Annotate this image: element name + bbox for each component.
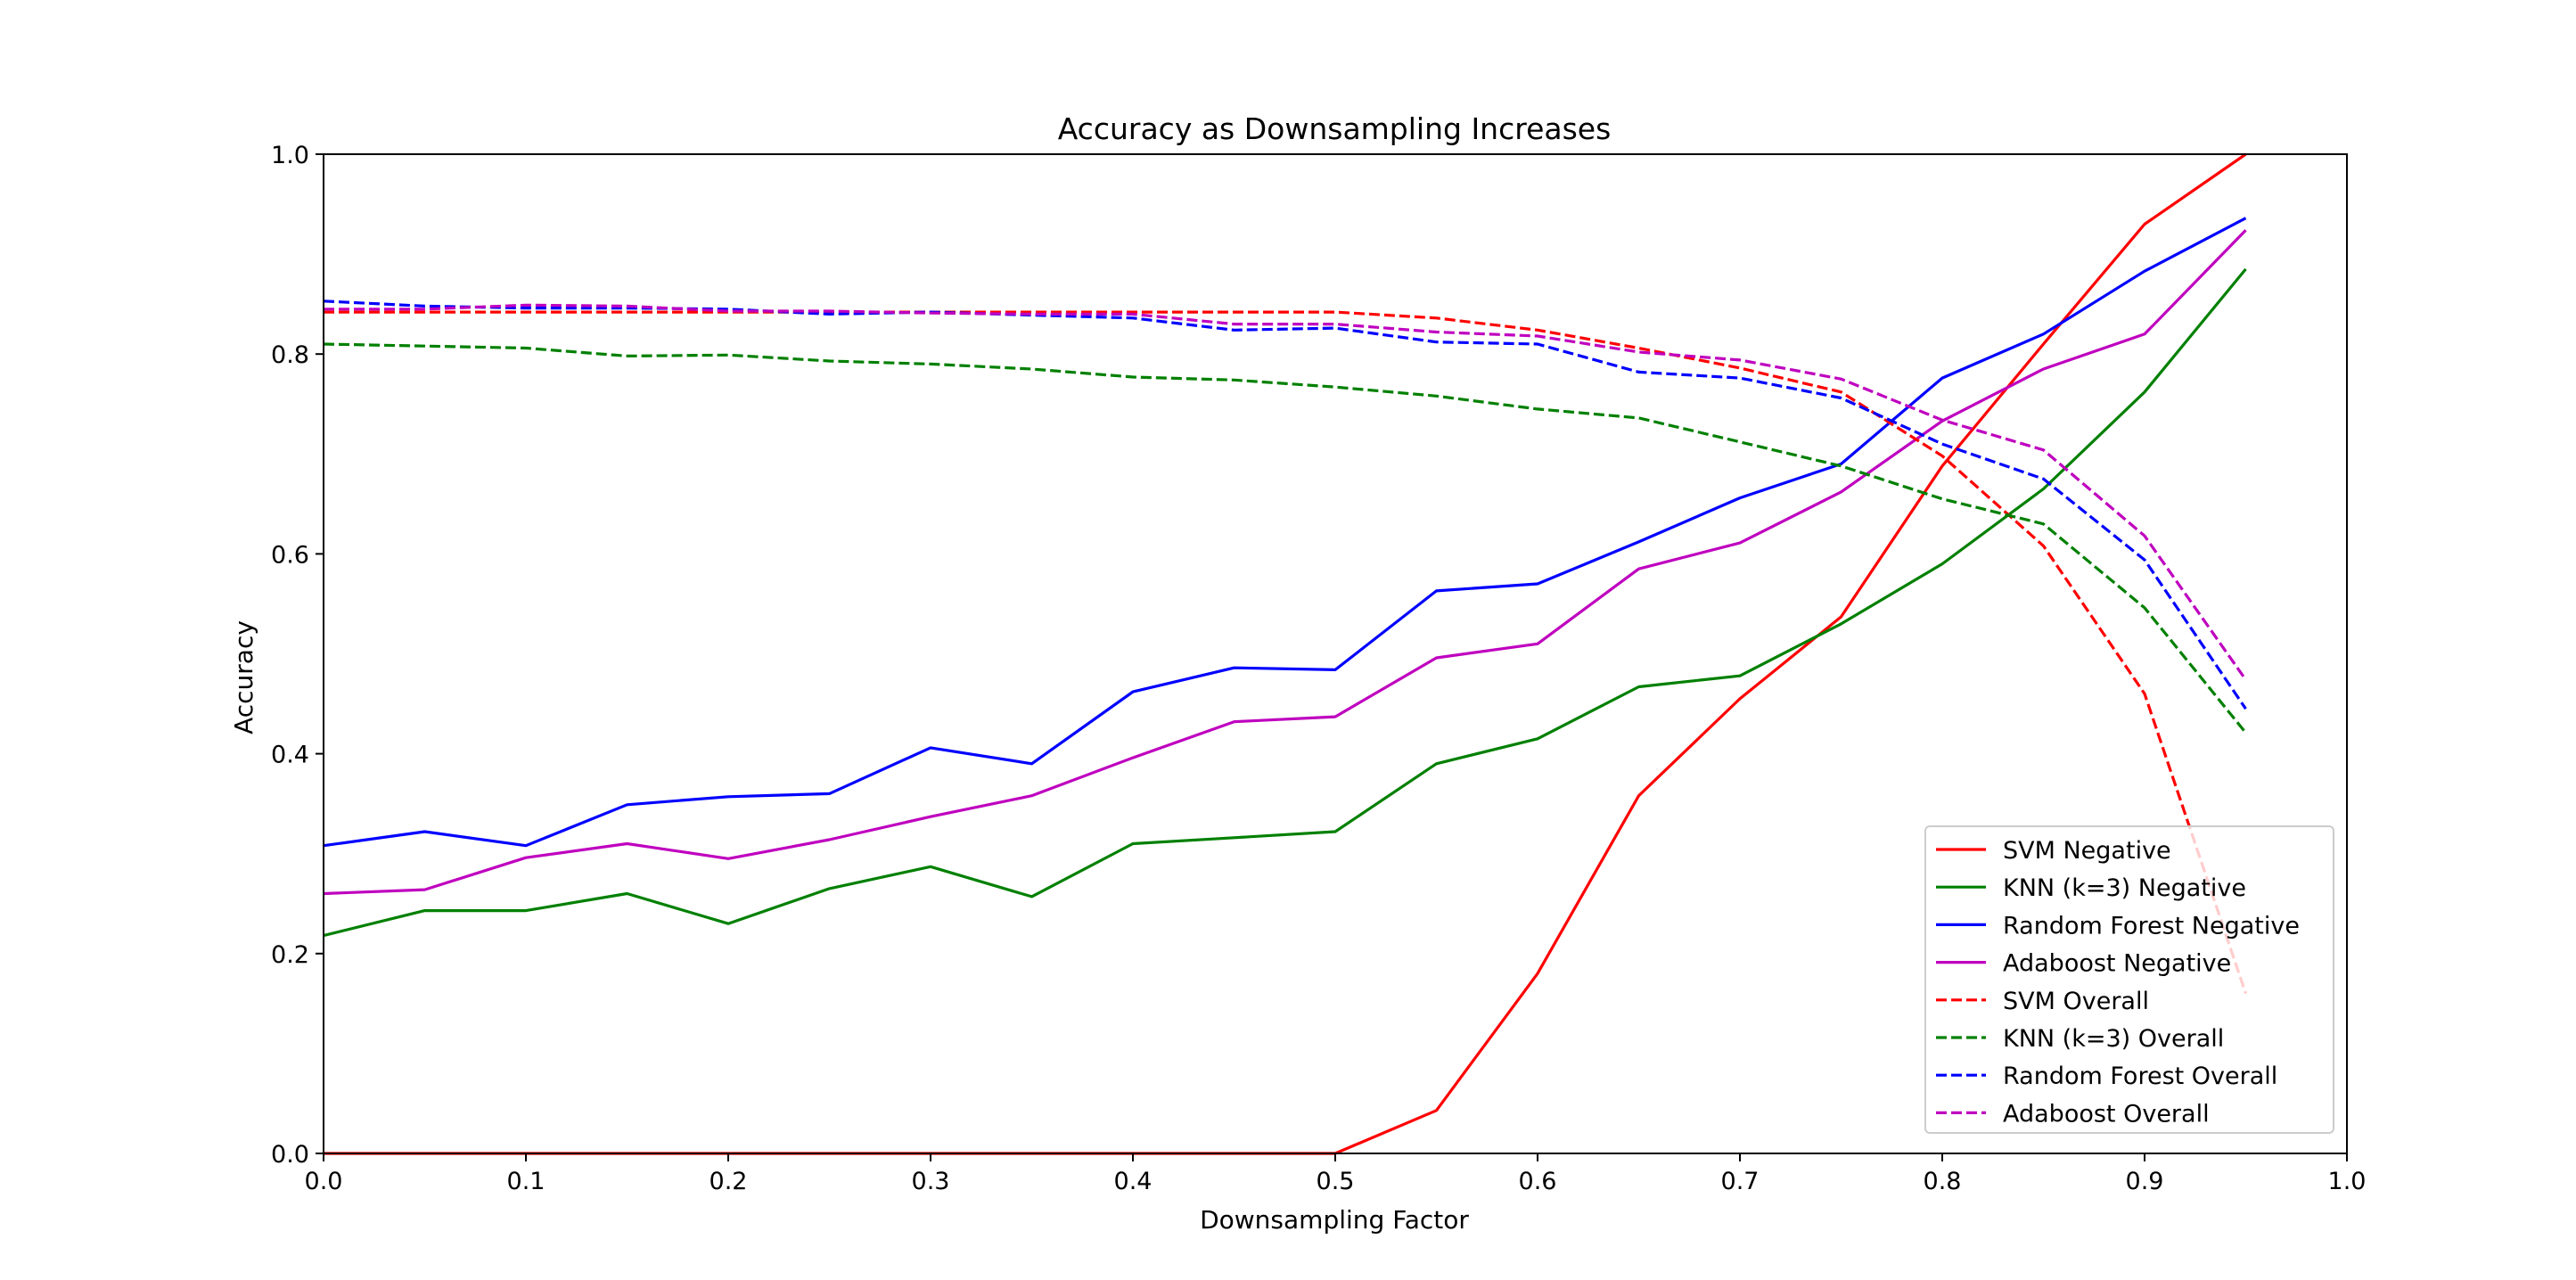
legend-entry: KNN (k=3) Overall xyxy=(2003,1025,2224,1053)
y-tick-label: 0.2 xyxy=(271,941,309,969)
x-tick-label: 0.6 xyxy=(1519,1168,1557,1195)
x-tick-label: 0.3 xyxy=(912,1168,950,1195)
x-tick-label: 0.9 xyxy=(2126,1168,2164,1195)
legend-entry: Adaboost Overall xyxy=(2003,1100,2210,1128)
series-line-adaboost-negative xyxy=(323,229,2247,896)
legend-entry: Random Forest Negative xyxy=(2003,912,2300,939)
series-line-random-forest-negative xyxy=(323,217,2247,848)
series-line-adaboost-overall xyxy=(324,303,2247,681)
legend-entry: KNN (k=3) Negative xyxy=(2003,874,2246,902)
y-axis: 0.0 0.2 0.4 0.6 0.8 1.0 xyxy=(271,142,324,1169)
x-axis-label: Downsampling Factor xyxy=(1200,1205,1469,1235)
y-tick-label: 0.0 xyxy=(271,1141,309,1169)
y-axis-label: Accuracy xyxy=(229,620,258,734)
x-tick-label: 0.2 xyxy=(710,1168,748,1195)
x-tick-label: 0.5 xyxy=(1317,1168,1355,1195)
legend-box xyxy=(1924,825,2334,1134)
y-tick-label: 1.0 xyxy=(271,142,309,169)
y-tick-label: 0.8 xyxy=(271,341,309,369)
legend: SVM Negative KNN (k=3) Negative Random For… xyxy=(1924,825,2334,1134)
legend-entry: SVM Negative xyxy=(2003,837,2171,865)
legend-entry: Random Forest Overall xyxy=(2003,1063,2277,1090)
y-tick-label: 0.6 xyxy=(271,541,309,569)
y-tick-label: 0.4 xyxy=(271,742,309,769)
legend-entry: SVM Overall xyxy=(2003,988,2149,1015)
x-tick-label: 0.0 xyxy=(305,1168,343,1195)
series-line-knn-k-3-overall xyxy=(323,342,2247,734)
x-tick-label: 0.8 xyxy=(1924,1168,1962,1195)
series-line-svm-overall xyxy=(324,310,2248,995)
x-tick-label: 0.1 xyxy=(507,1168,546,1195)
legend-entry: Adaboost Negative xyxy=(2003,950,2231,978)
chart-title: Accuracy as Downsampling Increases xyxy=(1058,111,1612,146)
series-line-knn-k-3-negative xyxy=(323,267,2247,938)
x-tick-label: 0.7 xyxy=(1721,1168,1760,1195)
x-axis: 0.0 0.1 0.2 0.3 0.4 0.5 0.6 0.7 0.8 0.9 1.0 xyxy=(305,1153,2367,1195)
x-tick-label: 1.0 xyxy=(2328,1168,2367,1195)
x-tick-label: 0.4 xyxy=(1114,1168,1153,1195)
